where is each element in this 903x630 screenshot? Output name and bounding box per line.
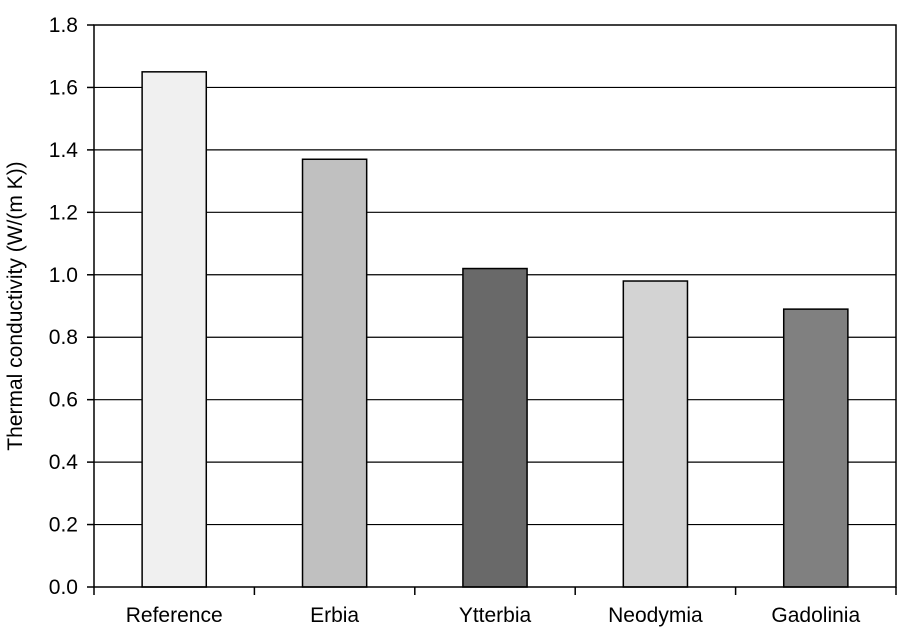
bar-neodymia <box>622 280 689 588</box>
y-tick-label: 0.2 <box>49 514 78 537</box>
plot-frame <box>93 24 897 588</box>
y-tick-label: 0.4 <box>49 451 79 474</box>
y-tick-label: 1.2 <box>49 201 78 224</box>
x-axis: Reference Erbia Ytterbia Neodymia Gadolinia <box>93 587 897 627</box>
y-tick-label: 1.6 <box>49 76 78 99</box>
bar-erbia <box>301 158 368 588</box>
y-tick-label: 1.8 <box>49 14 78 37</box>
bar-ytterbia <box>462 267 528 588</box>
x-tick-label: Neodymia <box>608 604 703 627</box>
bars <box>141 71 849 588</box>
bar-gadolinia <box>782 308 849 588</box>
y-axis: 0.0 0.2 0.4 0.6 0.8 1.0 1.2 1.4 1.6 1.8 <box>49 14 94 599</box>
x-tick-label: Gadolinia <box>771 604 860 627</box>
x-tick-label: Reference <box>126 604 223 627</box>
y-tick-label: 1.0 <box>49 264 78 287</box>
y-tick-label: 1.4 <box>49 139 79 162</box>
y-tick-label: 0.8 <box>49 326 78 349</box>
x-tick-label: Erbia <box>310 604 359 627</box>
y-tick-label: 0.0 <box>49 576 78 599</box>
x-tick-label: Ytterbia <box>459 604 532 627</box>
bar-reference <box>141 71 208 588</box>
y-axis-label: Thermal conductivity (W/(m K)) <box>4 161 27 450</box>
y-tick-label: 0.6 <box>49 389 78 412</box>
